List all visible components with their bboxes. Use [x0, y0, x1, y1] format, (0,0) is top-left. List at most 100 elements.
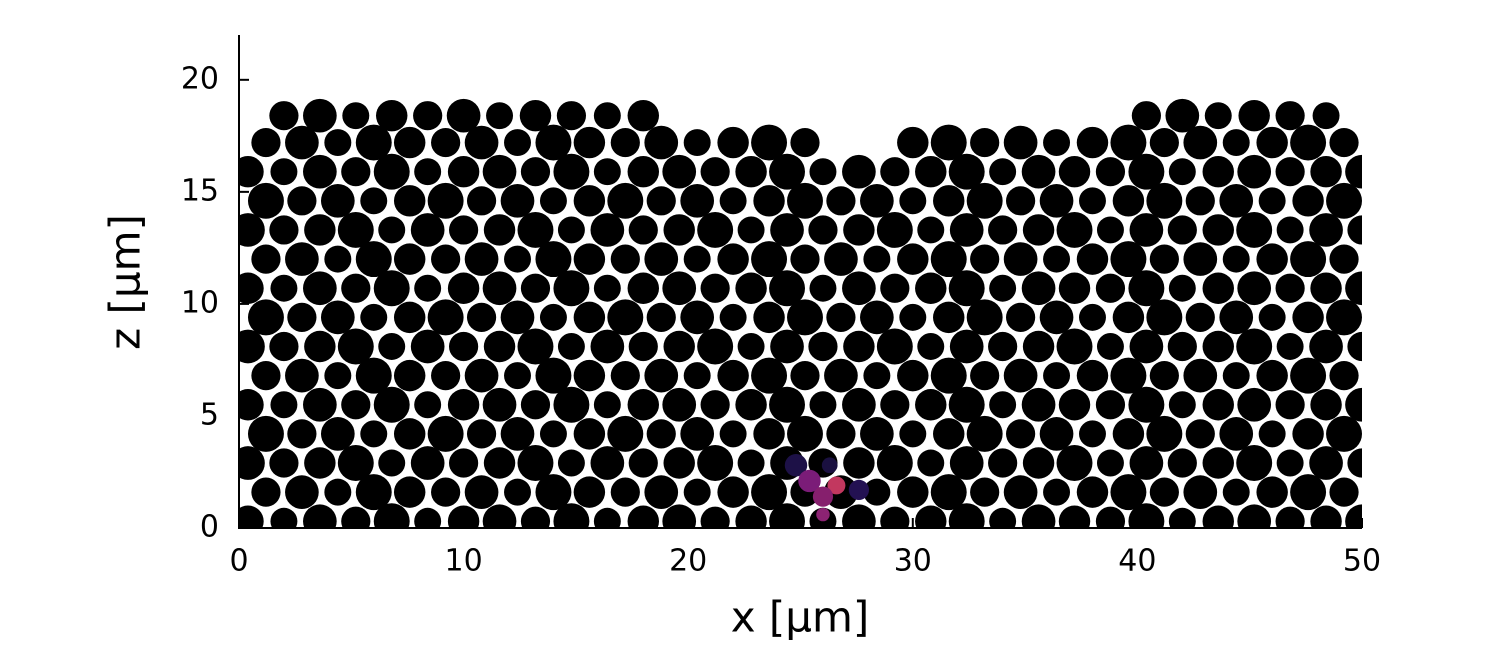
particle: [573, 126, 606, 159]
particle: [1329, 127, 1359, 158]
particle: [337, 445, 374, 481]
particle: [504, 245, 531, 273]
particle: [410, 213, 445, 247]
particle: [504, 129, 531, 157]
particle: [880, 506, 910, 528]
particle: [989, 158, 1017, 186]
particle: [717, 126, 749, 159]
particle: [930, 474, 967, 511]
particle: [1347, 215, 1362, 245]
particle: [863, 245, 891, 273]
particle: [378, 216, 406, 244]
particle: [535, 124, 572, 161]
particle: [1326, 182, 1362, 219]
particle: [1131, 101, 1161, 131]
particle: [876, 445, 913, 481]
particle: [949, 213, 984, 247]
particle: [607, 182, 644, 219]
particle: [1326, 299, 1362, 336]
particle: [988, 448, 1018, 478]
particle: [337, 328, 374, 365]
particle: [269, 215, 299, 245]
particle: [539, 303, 567, 331]
particle: [899, 303, 927, 331]
particle: [751, 241, 788, 278]
particle: [1275, 157, 1305, 187]
particle: [1290, 124, 1327, 161]
particle: [360, 303, 388, 331]
particle: [826, 302, 856, 332]
particle: [303, 387, 337, 422]
particle: [1219, 300, 1254, 335]
particle: [1258, 420, 1286, 448]
particle: [304, 214, 336, 246]
particle: [553, 153, 590, 190]
particle: [897, 126, 929, 159]
particle: [1003, 125, 1038, 160]
particle: [360, 420, 388, 448]
particle: [1095, 273, 1126, 303]
particle: [697, 445, 734, 481]
particle: [628, 331, 658, 362]
particle: [269, 101, 299, 131]
particle: [610, 477, 640, 507]
particle: [899, 420, 927, 448]
particle: [970, 127, 1000, 158]
particle: [393, 301, 426, 334]
particle: [737, 449, 765, 477]
particle: [628, 448, 658, 478]
particle: [464, 358, 499, 393]
particle: [966, 415, 1003, 452]
particle: [247, 299, 284, 336]
particle: [662, 271, 697, 306]
particle: [860, 183, 894, 218]
particle: [287, 186, 317, 216]
particle: [663, 330, 695, 363]
particle: [320, 300, 355, 335]
particle: [1095, 390, 1126, 420]
particle: [1003, 475, 1038, 509]
particle: [860, 417, 894, 451]
particle: [787, 415, 823, 452]
particle: [697, 328, 734, 365]
particle: [719, 187, 747, 215]
particle: [1021, 504, 1056, 528]
particle: [1076, 476, 1109, 508]
particle: [557, 449, 585, 477]
particle: [447, 272, 480, 304]
particle: [1079, 420, 1106, 448]
particle: [770, 213, 804, 247]
particle: [933, 418, 965, 450]
particle: [784, 454, 808, 477]
particle: [933, 301, 965, 334]
particle: [1202, 505, 1234, 528]
particle: [337, 211, 374, 248]
particle: [719, 420, 747, 448]
particle: [239, 155, 264, 188]
particle: [239, 272, 264, 304]
particle: [717, 243, 749, 275]
particle: [535, 241, 572, 278]
particle: [320, 417, 355, 451]
particle: [1003, 242, 1038, 276]
particle: [627, 272, 660, 304]
particle: [700, 157, 730, 187]
particle: [373, 270, 410, 307]
particle: [1112, 418, 1145, 450]
y-tick-label: 15: [181, 173, 219, 208]
particle: [751, 124, 788, 161]
particle: [251, 477, 281, 507]
particle: [644, 475, 679, 509]
particle: [1095, 157, 1126, 187]
particle: [517, 445, 554, 481]
particle: [1258, 303, 1286, 331]
particle: [519, 99, 552, 132]
particle: [717, 476, 749, 508]
particle: [697, 211, 734, 248]
particle: [341, 273, 371, 303]
particle: [1309, 329, 1343, 364]
particle: [719, 303, 747, 331]
particle: [341, 390, 371, 420]
particle: [504, 478, 531, 506]
